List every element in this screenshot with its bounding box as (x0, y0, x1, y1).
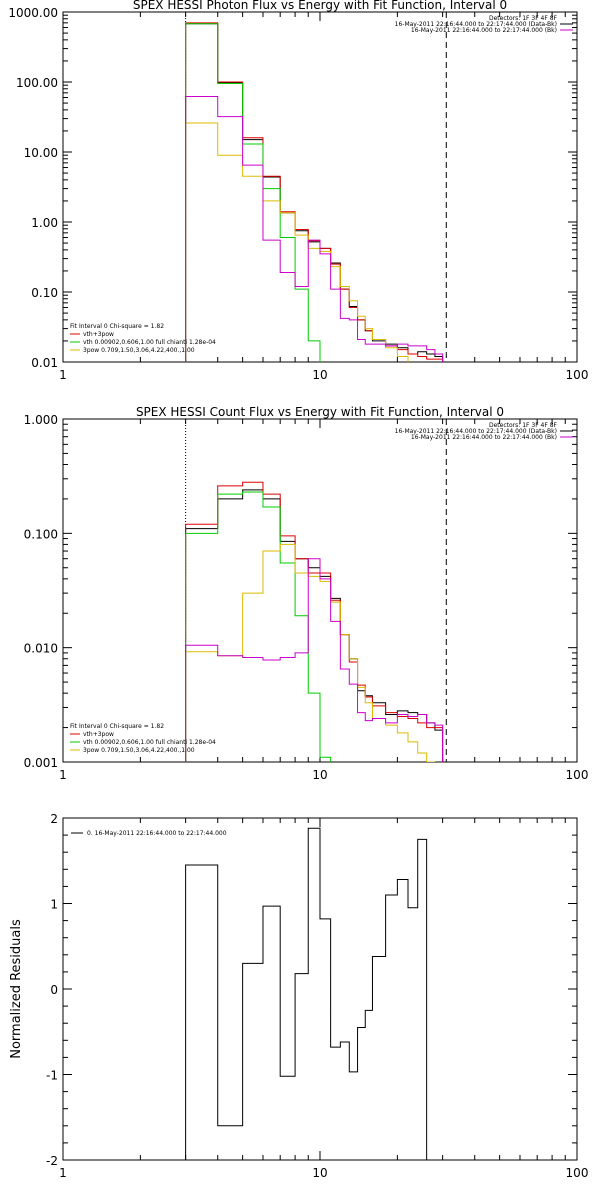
y-tick-label: 0.001 (24, 756, 58, 770)
x-tick-label: 100 (566, 368, 589, 382)
y-tick-label: 1.000 (24, 413, 58, 427)
y-tick-label: 0.010 (24, 642, 58, 656)
y-tick-label: 0.100 (24, 527, 58, 541)
series-line-5 (185, 96, 444, 362)
legend-bottom-entry: vth+3pow (83, 331, 114, 338)
legend-bottom-entry: 3pow 0.709,1.50,3.06,4.22,400.,1.00 (83, 347, 195, 354)
x-tick-label: 100 (566, 768, 589, 782)
legend-bottom-entry: vth 0.00902,0.606,1.00 full chianti 1.28… (83, 339, 216, 346)
y-tick-label: 0 (50, 983, 58, 997)
legend-top-entry: 16-May-2011 22:16:44.000 to 22:17:44.000… (411, 27, 557, 34)
chart-panel-1: SPEX HESSI Photon Flux vs Energy with Fi… (8, 0, 589, 382)
y-tick-label: 2 (50, 812, 58, 826)
legend-top-entry: 16-May-2011 22:16:44.000 to 22:17:44.000… (411, 434, 557, 441)
series-line-3 (185, 23, 444, 362)
chart-title: SPEX HESSI Count Flux vs Energy with Fit… (136, 405, 504, 419)
series-line-1 (185, 827, 428, 1160)
series-line-4 (185, 543, 444, 762)
legend-bottom-entry: 3pow 0.709,1.50,3.06,4.22,400.,1.00 (83, 747, 195, 754)
x-tick-label: 1 (59, 368, 67, 382)
series-group (185, 481, 444, 762)
chart-panel-2: SPEX HESSI Count Flux vs Energy with Fit… (24, 405, 589, 782)
y-tick-label: 100.00 (16, 76, 58, 90)
series-group (185, 22, 444, 362)
x-tick-label: 1 (59, 1166, 67, 1180)
legend-bottom-entry: Fit Interval 0 Chi-square = 1.82 (70, 723, 164, 730)
x-tick-label: 10 (312, 1166, 327, 1180)
y-tick-label: -1 (46, 1069, 58, 1083)
legend-bottom-entry: Fit Interval 0 Chi-square = 1.82 (70, 323, 164, 330)
series-line-1 (185, 489, 444, 762)
y-tick-label: 1 (50, 898, 58, 912)
series-line-1 (185, 23, 444, 362)
plot-frame (62, 11, 578, 363)
x-tick-label: 100 (566, 1166, 589, 1180)
y-tick-label: -2 (46, 1154, 58, 1168)
series-group (185, 827, 428, 1160)
legend-bottom-entry: vth 0.00902,0.606,1.00 full chianti 1.28… (83, 739, 216, 746)
series-line-3 (185, 491, 444, 762)
legend-top-entry: Detectors: 1F 3F 4F 8F (489, 15, 558, 22)
y-tick-label: 0.10 (31, 286, 58, 300)
y-tick-label: 1.00 (31, 216, 58, 230)
series-line-2 (185, 481, 444, 762)
chart-title: SPEX HESSI Photon Flux vs Energy with Fi… (133, 0, 507, 12)
y-tick-label: 0.01 (31, 356, 58, 370)
legend-top-entry: 16-May-2011 22:16:44.000 to 22:17:44.000… (395, 428, 557, 435)
y-tick-label: 10.00 (24, 146, 58, 160)
x-tick-label: 10 (312, 768, 327, 782)
series-line-2 (185, 22, 444, 362)
legend-inner-entry: 0. 16-May-2011 22:16:44.000 to 22:17:44.… (87, 830, 227, 837)
x-tick-label: 10 (312, 368, 327, 382)
y-axis-label: Normalized Residuals (9, 919, 24, 1059)
legend-top-entry: Detectors: 1F 3F 4F 8F (489, 422, 558, 429)
legend-bottom-entry: vth+3pow (83, 731, 114, 738)
series-line-5 (185, 558, 444, 762)
legend-top-entry: 16-May-2011 22:16:44.000 to 22:17:44.000… (395, 21, 557, 28)
y-tick-label: 1000.00 (8, 6, 58, 20)
x-tick-label: 1 (59, 768, 67, 782)
